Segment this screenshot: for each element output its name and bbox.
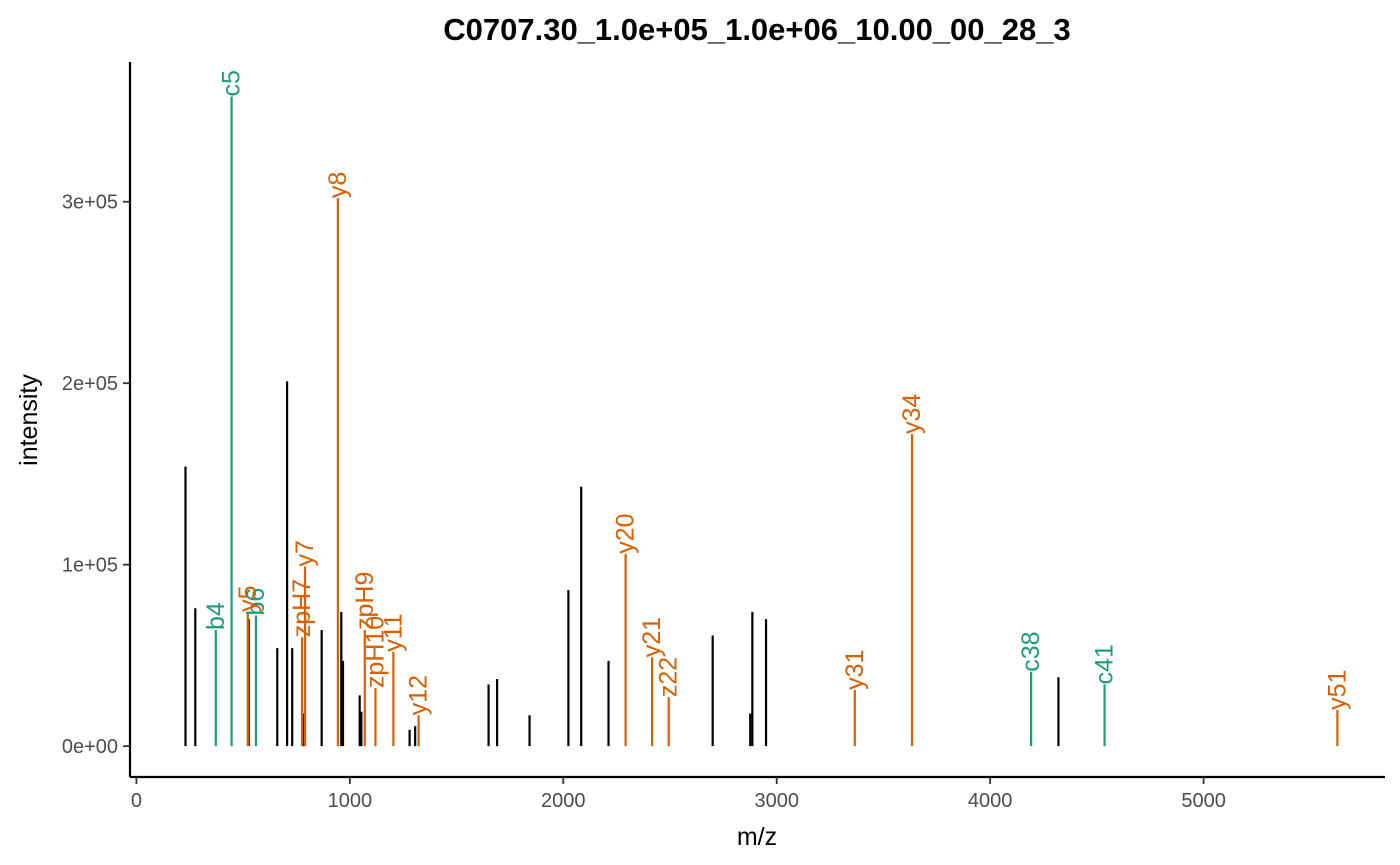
peak-label: c5 — [218, 70, 246, 96]
peak-label: b6 — [242, 588, 270, 616]
x-tick-label: 0 — [131, 790, 142, 812]
peak-label: zpH9 — [351, 572, 379, 630]
peak-label: y31 — [841, 650, 869, 690]
peak-label: zpH7 — [288, 579, 316, 637]
peak-label: y5 — [234, 585, 262, 611]
x-tick-label: 1000 — [328, 790, 373, 812]
peak-label: y8 — [324, 172, 352, 198]
x-tick-label: 3000 — [754, 790, 799, 812]
y-tick-label: 3e+05 — [62, 192, 118, 214]
peak-label: b4 — [202, 602, 230, 630]
y-tick-label: 1e+05 — [62, 555, 118, 577]
x-tick-label: 5000 — [1181, 790, 1226, 812]
x-tick-label: 2000 — [541, 790, 586, 812]
chart-title: C0707.30_1.0e+05_1.0e+06_10.00_00_28_3 — [443, 12, 1071, 47]
peak-label: y21 — [638, 617, 666, 657]
x-tick-label: 4000 — [968, 790, 1013, 812]
peak-label: y51 — [1323, 670, 1351, 710]
y-tick-label: 0e+00 — [62, 736, 118, 758]
x-axis-title: m/z — [737, 823, 777, 851]
peak-label: y12 — [405, 675, 433, 715]
peak-label: y34 — [898, 394, 926, 434]
peak-label: zpH10 — [361, 616, 389, 688]
peak-label: z22 — [655, 657, 683, 697]
peak-label: y7 — [291, 540, 319, 566]
y-axis-title: intensity — [15, 374, 43, 466]
peak-label: y11 — [379, 613, 407, 651]
peak-label: c38 — [1017, 631, 1045, 671]
peaks — [184, 96, 1339, 747]
y-tick-label: 2e+05 — [62, 373, 118, 395]
peak-label: c41 — [1091, 644, 1119, 684]
peak-label: y20 — [612, 513, 640, 553]
axes: 0 1000 2000 3000 4000 5000 0e+00 1e+05 2e+05 3e+0… — [62, 62, 1385, 812]
